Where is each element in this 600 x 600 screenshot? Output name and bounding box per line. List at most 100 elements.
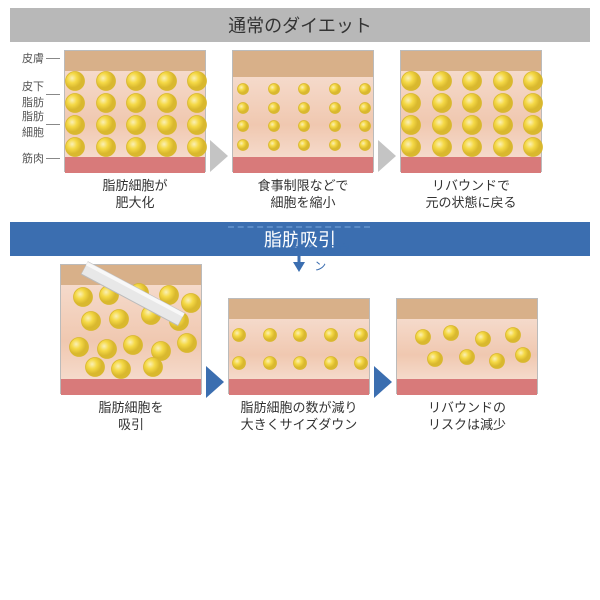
fat-cell	[523, 137, 543, 157]
fat-cell	[65, 137, 85, 157]
fat-cell	[96, 93, 116, 113]
fat-cell	[401, 93, 421, 113]
fat-cell	[263, 328, 277, 342]
tissue-panel	[228, 298, 370, 394]
fat-cell	[126, 93, 146, 113]
fat-cell	[97, 339, 117, 359]
label-line	[46, 124, 60, 125]
fat-cell	[493, 115, 513, 135]
fat-cell	[109, 309, 129, 329]
fat-cell	[443, 325, 459, 341]
fat-cell	[401, 137, 421, 157]
fat-cell	[415, 329, 431, 345]
panel: 脂肪細胞が肥大化	[64, 50, 206, 212]
fat-cell	[268, 139, 280, 151]
fat-cell	[85, 357, 105, 377]
panel: リバウンドのリスクは減少	[396, 264, 538, 434]
arrow-right-icon	[206, 366, 224, 398]
fat-cell	[237, 102, 249, 114]
fat-cell	[432, 115, 452, 135]
label-line	[46, 158, 60, 159]
fat-cell	[298, 83, 310, 95]
skin-layer	[233, 51, 373, 77]
fat-cell	[329, 102, 341, 114]
fat-cell	[65, 71, 85, 91]
fat-cell	[96, 137, 116, 157]
fat-cell	[293, 328, 307, 342]
fat-cell	[65, 115, 85, 135]
panel-caption: 脂肪細胞を吸引	[98, 400, 163, 434]
fat-cell	[489, 353, 505, 369]
muscle-layer	[397, 379, 537, 395]
fat-cell	[157, 71, 177, 91]
fat-cell	[329, 120, 341, 132]
fat-cell	[462, 93, 482, 113]
fat-cell	[324, 328, 338, 342]
fat-cell	[459, 349, 475, 365]
fat-cell	[462, 137, 482, 157]
fat-cell	[232, 328, 246, 342]
fat-cell	[157, 115, 177, 135]
panel-caption: 脂肪細胞の数が減り大きくサイズダウン	[240, 400, 357, 434]
fat-cell	[401, 115, 421, 135]
arrow-right-icon	[378, 140, 396, 172]
fat-cell	[293, 356, 307, 370]
tissue-panel	[396, 298, 538, 394]
muscle-layer	[61, 379, 201, 395]
tissue-panel	[232, 50, 374, 172]
section-header-diet: 通常のダイエット	[10, 8, 590, 42]
fat-cell	[157, 93, 177, 113]
fat-cell	[401, 71, 421, 91]
fat-cell	[126, 137, 146, 157]
fat-cell	[298, 139, 310, 151]
fat-cell	[187, 71, 207, 91]
fat-cell	[126, 115, 146, 135]
skin-layer	[401, 51, 541, 71]
fat-cell	[237, 120, 249, 132]
fat-cell	[298, 102, 310, 114]
panel: サイズダウン脂肪細胞の数が減り大きくサイズダウン	[228, 264, 370, 434]
muscle-layer	[401, 157, 541, 173]
fat-cell	[354, 356, 368, 370]
panel-caption: リバウンドで元の状態に戻る	[425, 178, 516, 212]
skin-layer	[397, 299, 537, 319]
fat-cell	[359, 120, 371, 132]
fat-cell	[505, 327, 521, 343]
fat-cell	[126, 71, 146, 91]
fat-cell	[123, 335, 143, 355]
skin-layer	[229, 299, 369, 319]
fat-cell	[329, 83, 341, 95]
fat-cell	[268, 120, 280, 132]
fat-cell	[187, 93, 207, 113]
layer-label: 筋肉	[22, 150, 60, 166]
layer-label: 皮下脂肪	[22, 78, 60, 110]
fat-cell	[427, 351, 443, 367]
muscle-layer	[65, 157, 205, 173]
tissue-panel	[60, 264, 202, 394]
fat-cell	[268, 83, 280, 95]
fat-cell	[515, 347, 531, 363]
tissue-panel	[64, 50, 206, 172]
fat-cell	[187, 137, 207, 157]
layer-label: 皮膚	[22, 50, 60, 66]
muscle-layer	[233, 157, 373, 173]
fat-cell	[69, 337, 89, 357]
fat-cell	[523, 71, 543, 91]
row-diet: 皮膚皮下脂肪脂肪細胞筋肉脂肪細胞が肥大化サイズダウン食事制限などで細胞を縮小リバ…	[10, 50, 590, 212]
fat-cell	[359, 83, 371, 95]
fat-cell	[493, 71, 513, 91]
tissue-panel	[400, 50, 542, 172]
panel: リバウンドで元の状態に戻る	[400, 50, 542, 212]
fat-cell	[493, 93, 513, 113]
layer-labels: 皮膚皮下脂肪脂肪細胞筋肉	[10, 50, 60, 172]
fat-cell	[462, 115, 482, 135]
fat-cell	[111, 359, 131, 379]
row-lipo: 脂肪細胞を吸引 サイズダウン脂肪細胞の数が減り大きくサイズダウンリバウンドのリスク…	[60, 264, 590, 434]
fat-cell	[157, 137, 177, 157]
fat-cell	[475, 331, 491, 347]
fat-cell	[462, 71, 482, 91]
panel-caption: 食事制限などで細胞を縮小	[258, 178, 349, 212]
fat-cell	[268, 102, 280, 114]
skin-layer	[65, 51, 205, 71]
fat-cell	[432, 137, 452, 157]
